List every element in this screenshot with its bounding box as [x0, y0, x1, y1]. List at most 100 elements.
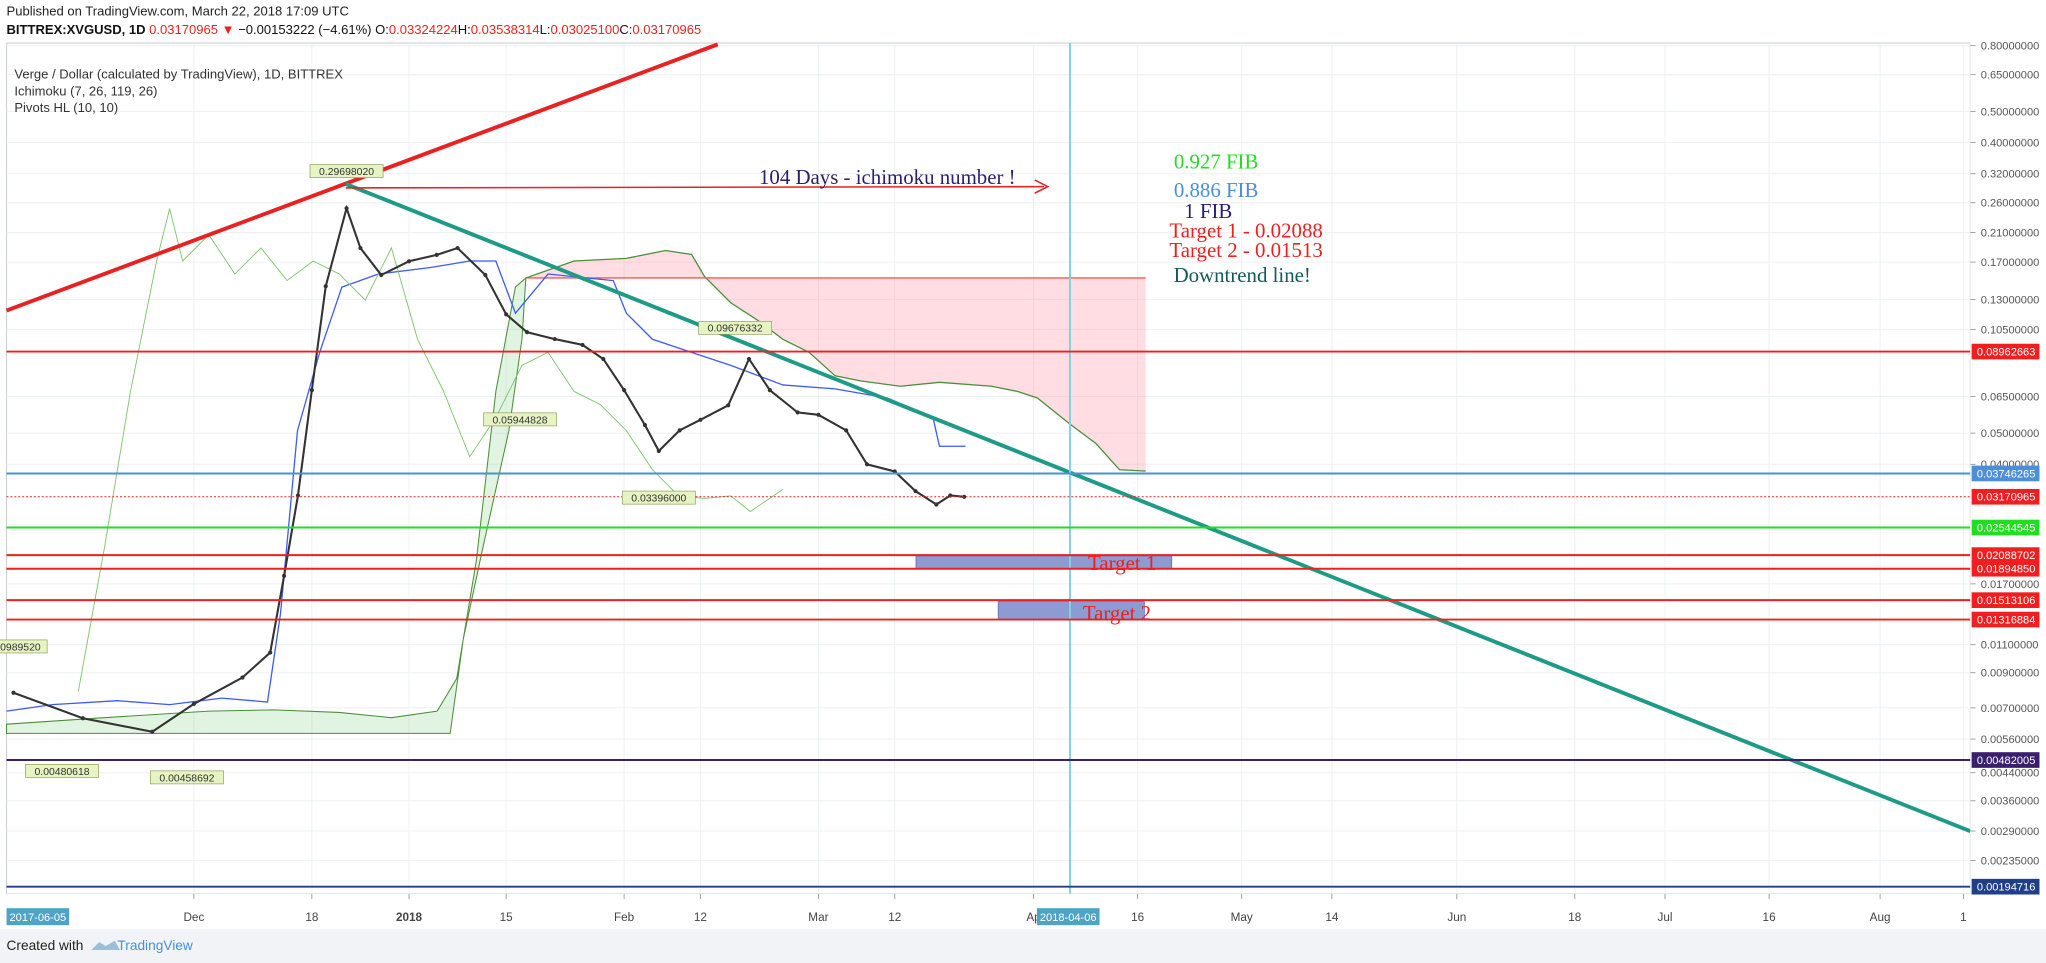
date-marker-bg [6, 908, 70, 926]
pivot-label-bg [0, 639, 48, 654]
date-marker-bg [1036, 908, 1100, 926]
x-tick-label: 12 [888, 911, 901, 924]
y-tick-label: 0.01700000 [1981, 579, 2040, 591]
time-axis [6, 893, 1971, 930]
ohlc-value: 0.03538314 [471, 22, 540, 37]
price-label: 0.02088702 [1977, 550, 2036, 562]
price-point [746, 356, 752, 362]
y-tick-label: 0.00440000 [1981, 768, 2040, 780]
y-tick-label: 0.00290000 [1981, 826, 2040, 838]
price-label: 0.08962663 [1977, 346, 2036, 358]
price-label: 0.01513106 [1977, 595, 2036, 607]
price-point [580, 342, 585, 347]
price-point [913, 489, 918, 494]
price-point [379, 272, 384, 278]
pivot-label-bg [698, 320, 773, 335]
brand-logo [91, 940, 121, 950]
price-label-bg [1971, 878, 2040, 895]
plot-area [6, 42, 1971, 895]
brand: TradingView [117, 938, 192, 953]
y-tick-label: 0.40000000 [1981, 137, 2040, 149]
price-label-bg [1971, 465, 2040, 482]
pivot-label-bg [25, 764, 99, 778]
x-tick-label: 14 [1325, 911, 1339, 924]
ohlc-label: H: [458, 22, 471, 37]
price-point [864, 462, 870, 467]
price-label: 0.01316884 [1977, 614, 2036, 626]
price-point [504, 312, 509, 317]
pivot-label: 0.09676332 [708, 324, 763, 335]
price-label-bg [1971, 752, 2040, 768]
price-point [483, 272, 488, 278]
price-point [282, 573, 287, 578]
last-price: 0.03170965 [149, 22, 218, 37]
x-tick-label: Jun [1447, 911, 1466, 924]
y-tick-label: 0.01100000 [1981, 640, 2039, 652]
pivot-label: 0989520 [0, 642, 41, 653]
pivot-label-bg [309, 164, 384, 178]
annotation: Target 1 - 0.02088 [1169, 218, 1322, 242]
y-tick-label: 0.06500000 [1981, 391, 2040, 403]
price-label: 0.00482005 [1977, 755, 2036, 767]
date-marker: 2017-06-05 [10, 912, 67, 924]
price-label-bg [1971, 547, 2040, 563]
price-point [358, 245, 363, 251]
chikou-span [77, 208, 784, 692]
chart-title: Verge / Dollar (calculated by TradingVie… [14, 66, 343, 81]
y-tick-label: 0.21000000 [1981, 227, 2040, 239]
price-label: 0.03170965 [1977, 492, 2036, 504]
y-tick-label: 0.00700000 [1981, 703, 2040, 715]
price-point [726, 403, 731, 408]
indicator-label: Ichimoku (7, 26, 119, 26) [14, 83, 157, 98]
y-tick-label: 0.00235000 [1981, 855, 2040, 867]
pivot-label: 0.00458692 [159, 773, 214, 784]
change: −0.00153222 (−4.61%) [238, 22, 371, 37]
pivot-label-bg [150, 770, 224, 785]
ohlc-value: 0.03170965 [632, 22, 701, 37]
annotation: 104 Days - ichimoku number ! [759, 165, 1016, 189]
price-label: 0.01894850 [1977, 564, 2036, 576]
x-tick-label: Feb [614, 911, 635, 924]
pivot-label: 0.29698020 [319, 167, 374, 178]
ohlc-value: 0.03025100 [551, 22, 620, 37]
price-point [642, 422, 648, 428]
price-point [150, 729, 155, 734]
price-point [844, 428, 849, 433]
price-point [552, 336, 557, 342]
annotation: Downtrend line! [1174, 263, 1311, 287]
x-tick-label: 18 [1568, 911, 1582, 924]
price-point [767, 388, 772, 393]
price-point [323, 284, 328, 289]
downtrend-line [345, 182, 1972, 834]
price-label-bg [1971, 343, 2040, 360]
symbol: BITTREX:XVGUSD, 1D [7, 22, 146, 37]
pivot-label: 0.05944828 [492, 415, 547, 426]
arrow-head [1034, 179, 1050, 194]
x-tick-label: May [1231, 911, 1253, 924]
ichimoku-cloud-green [6, 276, 527, 734]
price-point [434, 252, 439, 257]
pivot-label: 0.00480618 [35, 767, 90, 778]
price-label-bg [1971, 560, 2040, 577]
price-point [622, 388, 627, 393]
price-point [524, 330, 530, 335]
price-point [344, 206, 349, 211]
x-tick-label: 15 [500, 911, 514, 924]
pivot-label: 0.03396000 [631, 494, 686, 505]
price-point [677, 428, 682, 433]
price-label-bg [1971, 592, 2040, 608]
price-point [656, 448, 661, 454]
price-point [80, 716, 85, 721]
ichimoku-cloud [525, 250, 1146, 472]
y-tick-label: 0.00900000 [1981, 668, 2040, 680]
annotation: Target 2 [1083, 601, 1151, 625]
ohlc-value: 0.03324224 [389, 22, 458, 37]
price-point [455, 245, 460, 251]
price-label: 0.03746265 [1977, 468, 2036, 480]
price-label: 0.00194716 [1977, 882, 2036, 894]
y-tick-label: 0.26000000 [1981, 198, 2040, 210]
date-marker: 2018-04-06 [1040, 912, 1097, 924]
price-label-bg [1971, 519, 2040, 536]
price-point [816, 412, 821, 417]
